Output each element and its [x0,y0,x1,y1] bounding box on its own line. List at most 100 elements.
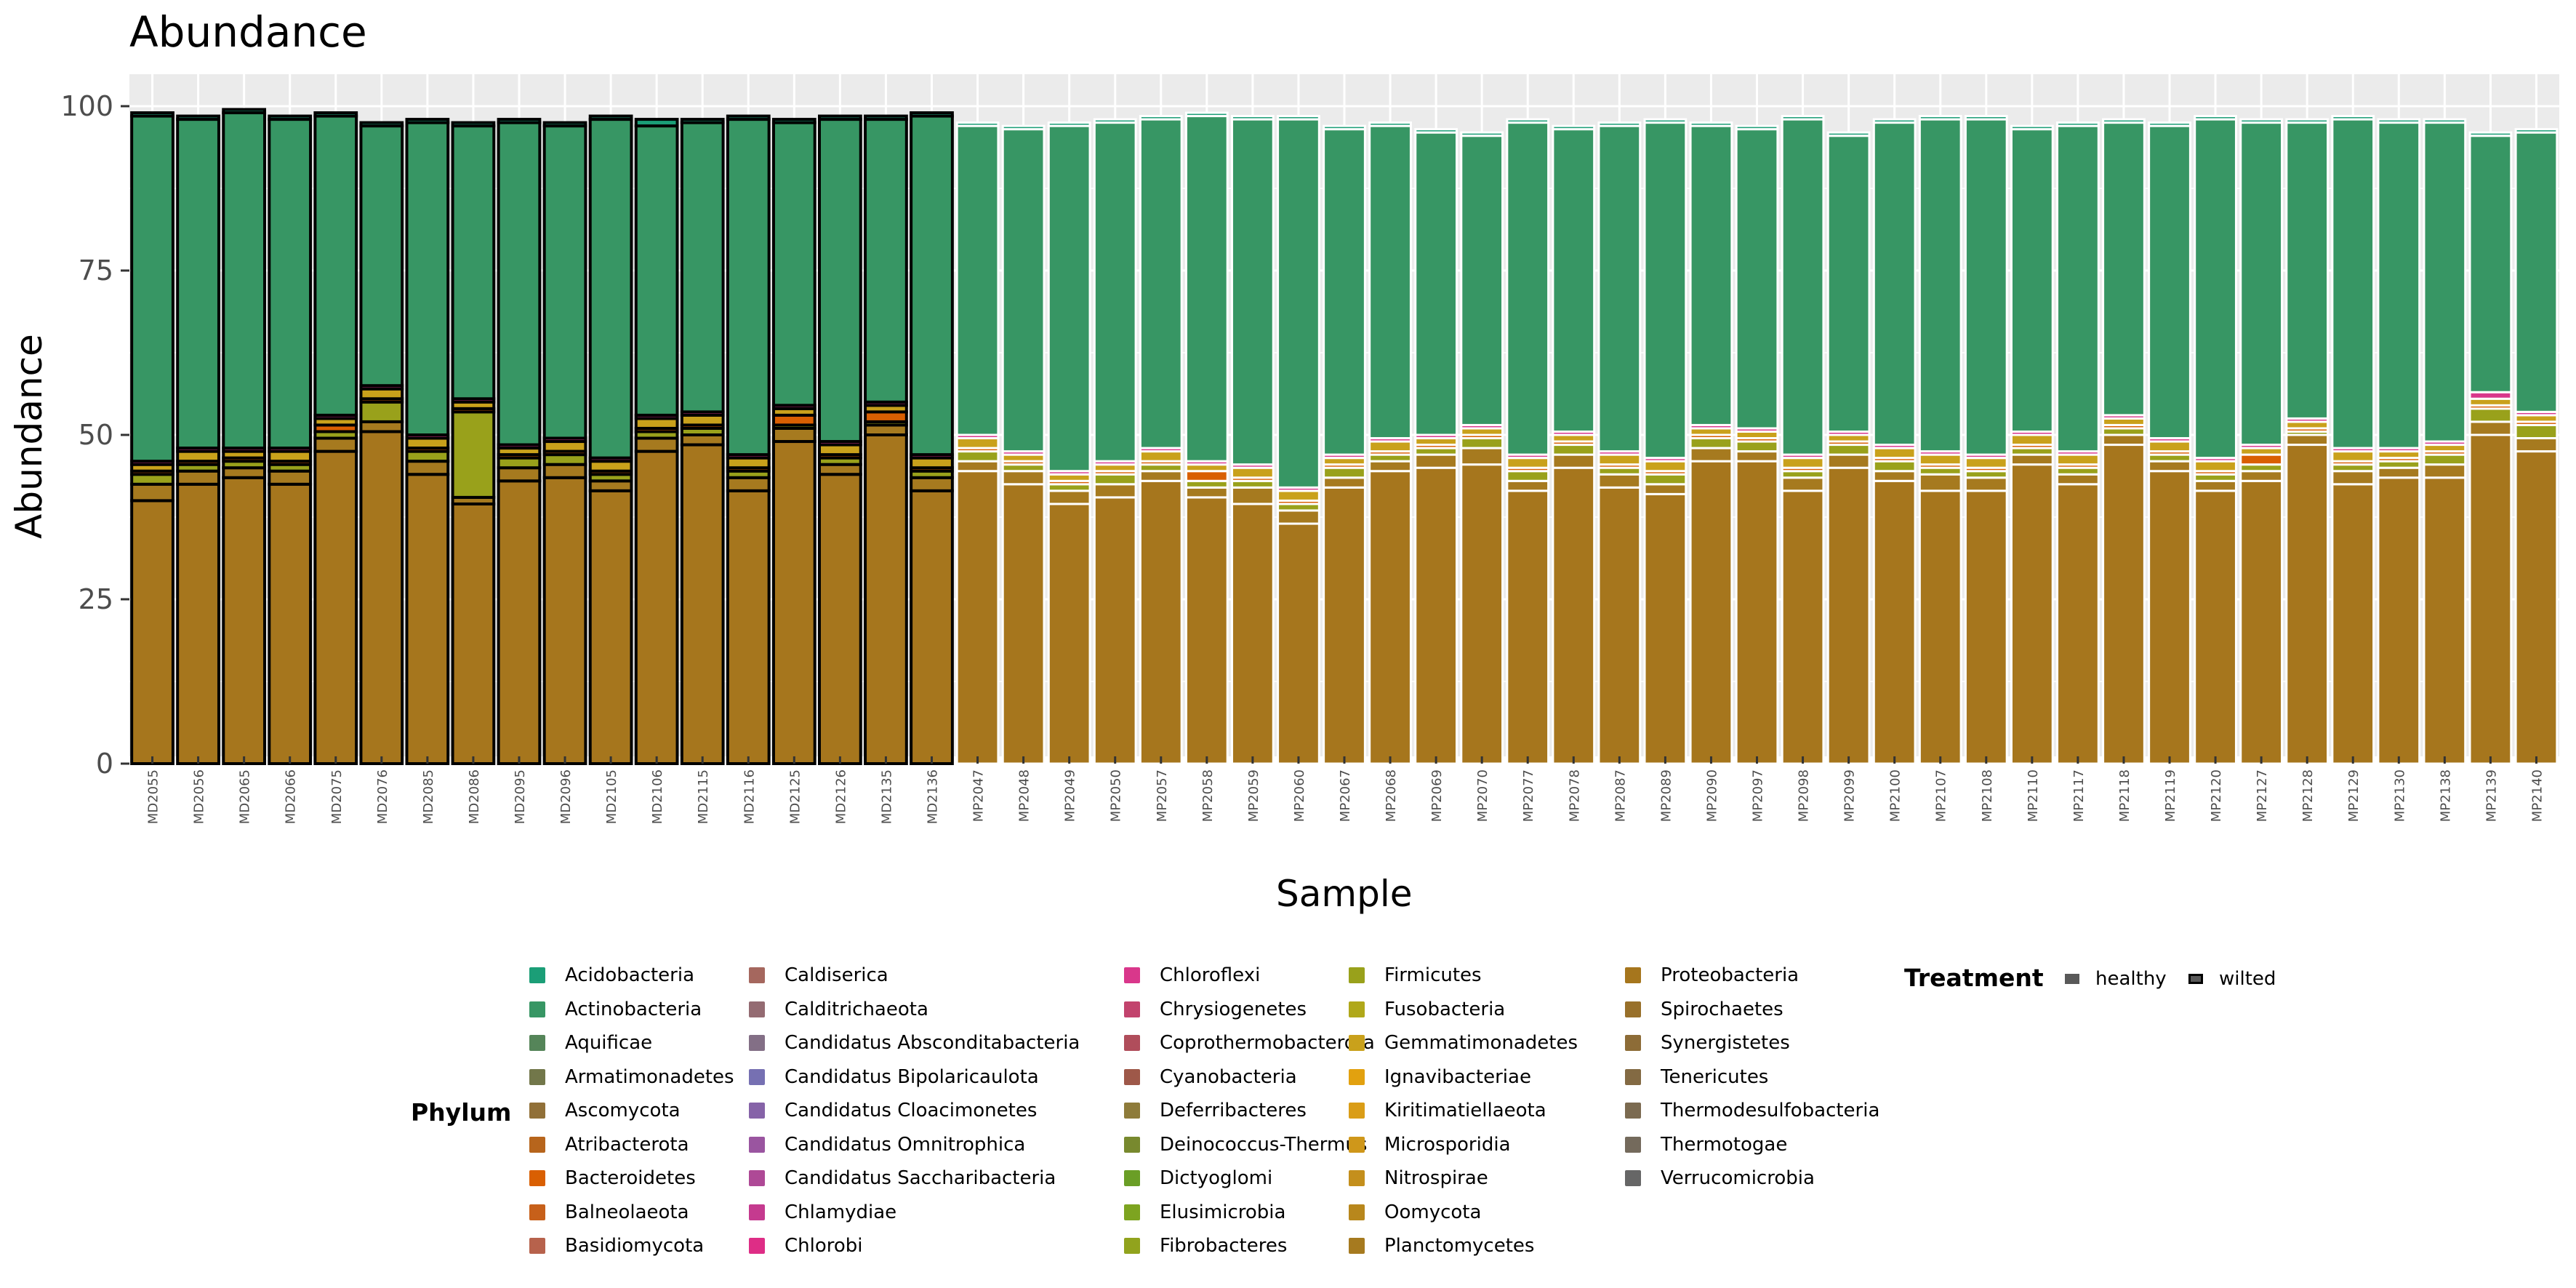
bar-segment-acidobacteria [1643,118,1688,124]
legend-swatch [749,1170,765,1186]
legend-swatch [749,1103,765,1119]
legend-item: Synergistetes [1625,1031,1790,1055]
legend-item: Chrysiogenetes [1124,997,1307,1022]
bar-segment-actinobacteria [405,121,450,436]
bar-segment-actinobacteria [1414,131,1458,436]
bar-segment-proteobacteria [2102,444,2146,765]
bar-segment-actinobacteria [268,118,313,450]
legend-label: Bacteroidetes [565,1167,696,1189]
bar-segment-gemmatimonadetes [1872,447,1917,460]
legend-swatch [529,1204,545,1220]
bar-segment-proteobacteria [726,489,771,766]
bar-segment-gemmatimonadetes [1368,440,1412,453]
legend-item: Thermodesulfobacteria [1625,1098,1879,1123]
bar-segment-acidobacteria [542,121,587,128]
legend-swatch [1625,967,1641,983]
bar-segment-proteobacteria [1231,503,1275,765]
bar-segment-acidobacteria [2102,118,2146,124]
bar-segment-proteobacteria [1964,489,2008,765]
bar-segment-proteobacteria [1277,522,1320,765]
bar-segment-planctomycetes [818,463,862,476]
bar-segment-planctomycetes [1323,476,1366,489]
x-tick-label: MD2125 [787,769,803,824]
bar-segment-actinobacteria [1643,121,1688,460]
legend-label: Aquificae [565,1032,653,1054]
legend-swatch [749,1035,765,1051]
bar-segment-actinobacteria [1506,121,1550,456]
bar-segment-firmicutes [1735,440,1779,453]
bar-segment-proteobacteria [359,430,404,765]
bar-segment-actinobacteria [955,124,1000,436]
bar-segment-acidobacteria [497,118,542,124]
x-tick-label: MP2087 [1613,769,1628,822]
legend-label: Synergistetes [1661,1032,1790,1054]
bar-segment-planctomycetes [634,436,679,453]
bar-segment-acidobacteria [1001,124,1046,131]
stacked-bars [130,108,2559,766]
x-tick-label: MD2095 [513,769,528,824]
bar-segment-proteobacteria [1735,460,1779,765]
bar-segment-planctomycetes [1001,470,1046,486]
bar-segment-gemmatimonadetes [1781,457,1825,469]
bar-segment-planctomycetes [1552,453,1596,469]
bar-segment-planctomycetes [2194,479,2237,492]
legend-swatch [1625,1103,1641,1119]
bar-segment-bacteroidetes [1184,470,1229,482]
x-tick-label: MP2128 [2300,769,2316,822]
x-tick-label: MP2047 [971,769,987,822]
bar-segment-actinobacteria [176,118,220,450]
bar-segment-actinobacteria [222,111,267,450]
bar-segment-acidobacteria [1047,121,1091,127]
bar-segment-acidobacteria [405,118,450,124]
y-tick-label: 100 [60,90,113,122]
bar-segment-actinobacteria [1184,115,1229,463]
legend-swatch [1124,1103,1140,1119]
y-tick-label: 50 [79,419,113,451]
bar-segment-gemmatimonadetes [680,413,725,427]
legend-label: Calditrichaeota [785,998,928,1020]
bar-segment-planctomycetes [359,420,404,433]
legend-swatch [529,1035,545,1051]
bar-segment-actinobacteria [1093,121,1137,463]
legend-item: Atribacterota [529,1132,689,1157]
legend-item: Planctomycetes [1349,1233,1534,1258]
bar-segment-acidobacteria [2468,131,2513,137]
bar-segment-firmicutes [130,473,174,486]
bar-segment-planctomycetes [497,466,542,483]
legend-label: Fusobacteria [1384,998,1506,1020]
legend-label: Dictyoglomi [1160,1167,1273,1189]
legend-label: Tenericutes [1661,1065,1769,1088]
bar-segment-gemmatimonadetes [2331,450,2375,463]
legend-label: Candidatus Omnitrophica [785,1133,1026,1156]
bar-segment-proteobacteria [497,479,542,766]
legend-swatch [1349,1136,1365,1153]
x-tick-label: MP2090 [1704,769,1720,822]
legend-title-phylum: Phylum [411,1098,512,1127]
bar-segment-gemmatimonadetes [2010,433,2054,447]
bar-segment-acidobacteria [1368,121,1412,127]
legend-swatch [749,1068,765,1085]
bar-segment-gemmatimonadetes [2148,440,2191,453]
legend-swatch [1124,1001,1140,1017]
bar-segment-actinobacteria [359,124,404,388]
bar-segment-actinobacteria [910,114,954,457]
bar-segment-acidobacteria [634,118,679,128]
legend-swatch [529,1238,545,1254]
legend-swatch [1349,1035,1365,1051]
bar-segment-proteobacteria [2331,483,2375,765]
bar-segment-bacteroidetes [771,413,816,427]
legend-label: Balneolaeota [565,1201,689,1223]
bar-segment-bacteroidetes [2239,453,2284,466]
bar-segment-planctomycetes [1047,489,1091,505]
bar-segment-firmicutes [405,449,450,463]
bar-segment-acidobacteria [864,114,908,121]
bar-segment-proteobacteria [955,470,1000,765]
legend-item: Chlorobi [749,1233,863,1258]
legend-item-treatment: healthy [2065,968,2167,990]
x-tick-label: MD2096 [558,769,574,824]
x-tick-label: MD2066 [284,769,299,824]
bar-segment-actinobacteria [313,114,358,417]
x-tick-label: MD2115 [696,769,711,824]
x-tick-label: MP2059 [1246,769,1261,822]
bar-segment-acidobacteria [1826,131,1871,137]
